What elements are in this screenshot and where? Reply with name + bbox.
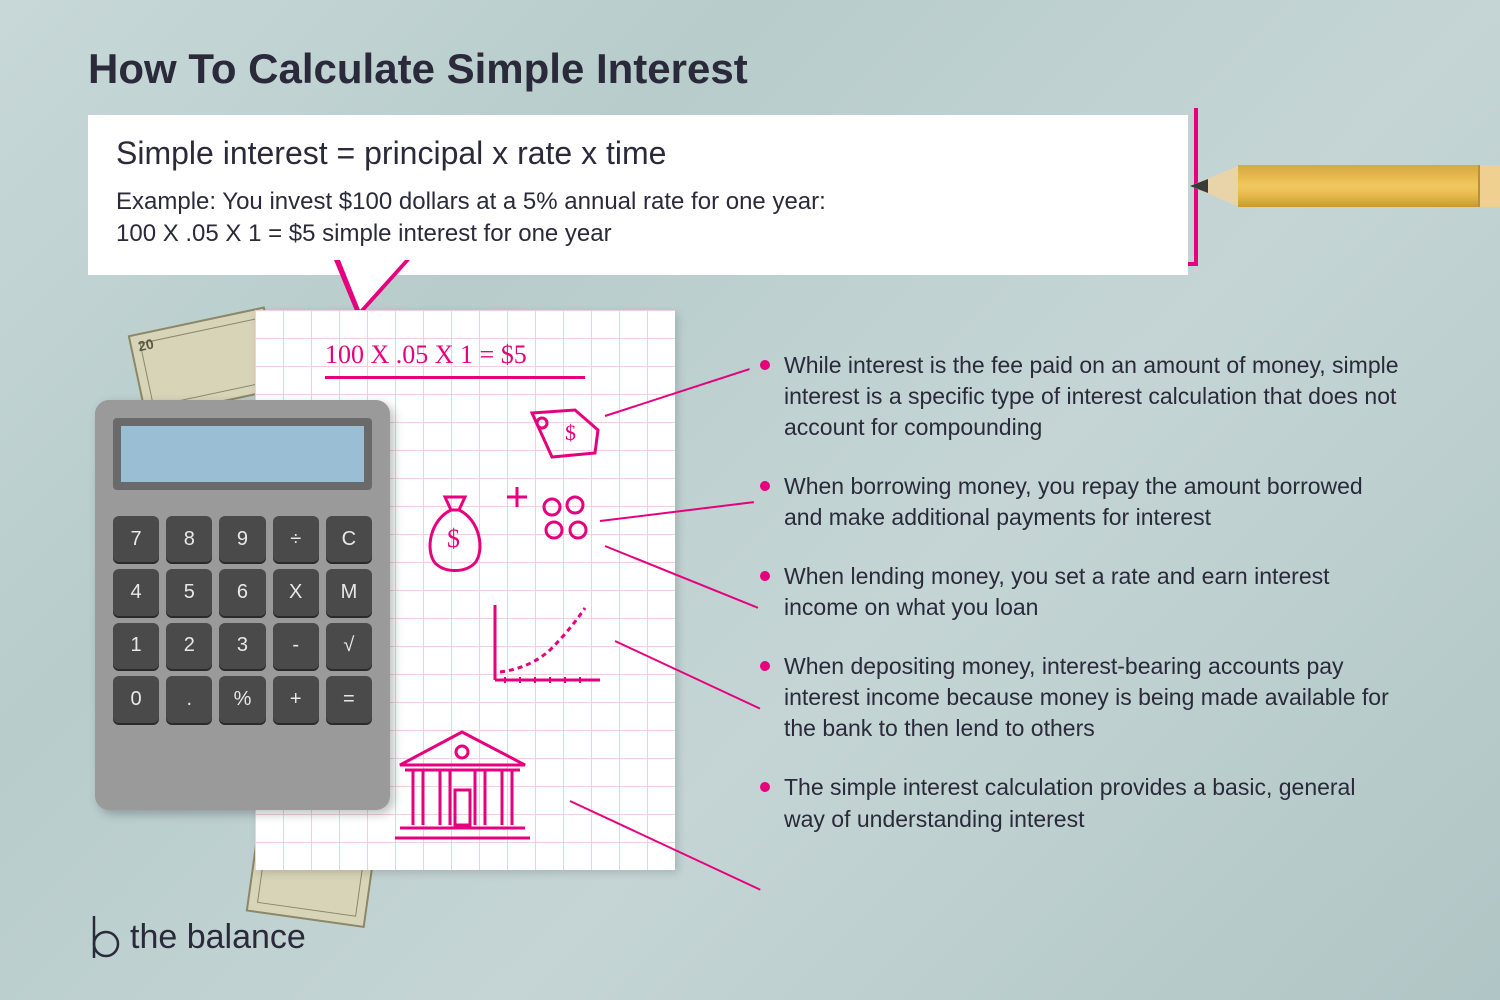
- calculator-keypad: 7 8 9 ÷ C 4 5 6 X M 1 2 3 - √ 0 . % + =: [113, 516, 372, 776]
- bullet-item: When depositing money, interest-bearing …: [760, 651, 1400, 744]
- bullet-item: When lending money, you set a rate and e…: [760, 561, 1400, 623]
- calc-key: -: [273, 623, 319, 669]
- handwritten-equation: 100 X .05 X 1 = $5: [325, 340, 527, 370]
- example-line-2: 100 X .05 X 1 = $5 simple interest for o…: [116, 220, 612, 247]
- plus-icon: [505, 485, 529, 514]
- calc-key: +: [273, 676, 319, 722]
- bullet-list: While interest is the fee paid on an amo…: [760, 350, 1400, 863]
- bullet-text: The simple interest calculation provides…: [784, 772, 1400, 834]
- brand-logo: the balance: [88, 914, 306, 960]
- calc-key: 2: [166, 623, 212, 669]
- money-bag-icon: $: [415, 485, 495, 580]
- handwritten-underline: [325, 376, 585, 379]
- calc-key: 0: [113, 676, 159, 722]
- pencil-illustration: [1190, 165, 1500, 207]
- svg-text:$: $: [447, 524, 460, 553]
- calc-key: 6: [219, 569, 265, 615]
- calculator-screen: [113, 418, 372, 490]
- calc-key: 8: [166, 516, 212, 562]
- formula-box: Simple interest = principal x rate x tim…: [88, 115, 1188, 275]
- growth-chart-icon: [480, 600, 610, 705]
- bullet-dot-icon: [760, 782, 770, 792]
- calc-key: =: [326, 676, 372, 722]
- page-title: How To Calculate Simple Interest: [88, 45, 748, 93]
- calc-key: .: [166, 676, 212, 722]
- bullet-text: When borrowing money, you repay the amou…: [784, 471, 1400, 533]
- bullet-dot-icon: [760, 360, 770, 370]
- bullet-item: The simple interest calculation provides…: [760, 772, 1400, 834]
- calc-key: 9: [219, 516, 265, 562]
- coins-icon: [540, 495, 595, 550]
- calc-key: 4: [113, 569, 159, 615]
- bullet-dot-icon: [760, 481, 770, 491]
- bullet-text: While interest is the fee paid on an amo…: [784, 350, 1400, 443]
- bank-icon: [385, 720, 540, 855]
- brand-name: the balance: [130, 918, 306, 957]
- bullet-dot-icon: [760, 661, 770, 671]
- example-line-1: Example: You invest $100 dollars at a 5%…: [116, 188, 826, 215]
- calc-key: 1: [113, 623, 159, 669]
- price-tag-icon: $: [520, 405, 605, 470]
- calc-key: ÷: [273, 516, 319, 562]
- calc-key: 3: [219, 623, 265, 669]
- calculator-illustration: 7 8 9 ÷ C 4 5 6 X M 1 2 3 - √ 0 . % + =: [95, 400, 390, 810]
- calc-key: M: [326, 569, 372, 615]
- calc-key: C: [326, 516, 372, 562]
- calc-key: √: [326, 623, 372, 669]
- formula-equation: Simple interest = principal x rate x tim…: [116, 135, 1160, 172]
- calc-key: 7: [113, 516, 159, 562]
- speech-tail: [340, 260, 405, 310]
- bullet-text: When lending money, you set a rate and e…: [784, 561, 1400, 623]
- formula-example: Example: You invest $100 dollars at a 5%…: [116, 186, 1160, 251]
- calc-key: 5: [166, 569, 212, 615]
- balance-logo-icon: [88, 914, 120, 960]
- calc-key: %: [219, 676, 265, 722]
- bullet-dot-icon: [760, 571, 770, 581]
- bullet-text: When depositing money, interest-bearing …: [784, 651, 1400, 744]
- calc-key: X: [273, 569, 319, 615]
- bullet-item: While interest is the fee paid on an amo…: [760, 350, 1400, 443]
- bullet-item: When borrowing money, you repay the amou…: [760, 471, 1400, 533]
- svg-text:$: $: [565, 420, 576, 445]
